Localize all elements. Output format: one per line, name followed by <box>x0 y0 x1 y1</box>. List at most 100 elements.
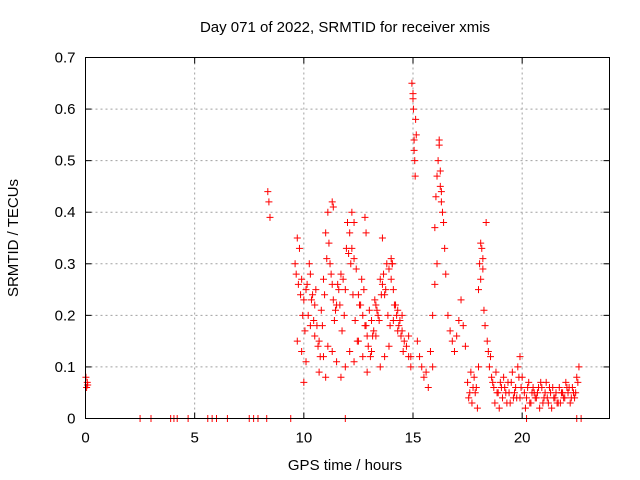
data-point <box>495 404 503 412</box>
data-point <box>389 286 397 294</box>
data-point <box>477 275 485 283</box>
data-point <box>291 260 299 268</box>
data-point <box>359 353 367 361</box>
data-point <box>457 296 465 304</box>
data-point <box>395 322 403 330</box>
data-point <box>319 275 327 283</box>
y-tick-label: 0.5 <box>55 153 76 170</box>
data-point <box>468 399 476 407</box>
data-point <box>330 317 338 325</box>
data-point <box>471 389 479 397</box>
data-point <box>554 399 562 407</box>
data-point <box>331 306 339 314</box>
data-point <box>524 384 532 392</box>
data-point <box>541 389 549 397</box>
data-point <box>363 368 371 376</box>
data-point <box>412 131 420 139</box>
data-point <box>566 399 574 407</box>
data-point <box>461 342 469 350</box>
data-point <box>337 270 345 278</box>
data-point <box>350 219 358 227</box>
data-point <box>300 296 308 304</box>
data-point <box>358 275 366 283</box>
data-point <box>424 384 432 392</box>
data-point <box>345 249 353 257</box>
data-point <box>441 244 449 252</box>
data-point <box>422 368 430 376</box>
data-point <box>499 394 507 402</box>
data-point <box>407 363 415 371</box>
data-point <box>426 347 434 355</box>
data-point <box>354 337 362 345</box>
data-point <box>362 229 370 237</box>
data-point <box>301 327 309 335</box>
data-point <box>315 337 323 345</box>
data-point <box>373 306 381 314</box>
data-point <box>265 198 273 206</box>
data-point <box>410 146 418 154</box>
data-point <box>378 234 386 242</box>
data-point <box>400 337 408 345</box>
data-point <box>523 394 531 402</box>
data-point <box>483 337 491 345</box>
data-point <box>567 394 575 402</box>
data-point <box>504 378 512 386</box>
data-point <box>381 353 389 361</box>
data-point <box>574 378 582 386</box>
data-point <box>476 260 484 268</box>
data-point <box>455 317 463 325</box>
data-point <box>321 291 329 299</box>
data-point <box>485 363 493 371</box>
data-point <box>325 239 333 247</box>
data-point <box>431 280 439 288</box>
data-points <box>82 79 585 422</box>
data-point <box>322 373 330 381</box>
data-point <box>497 384 505 392</box>
data-point <box>396 317 404 325</box>
data-point <box>377 291 385 299</box>
data-point <box>473 404 481 412</box>
data-point <box>431 224 439 232</box>
data-point <box>433 260 441 268</box>
data-point <box>511 389 519 397</box>
x-tick-label: 0 <box>81 430 89 447</box>
data-point <box>324 342 332 350</box>
data-point <box>446 327 454 335</box>
data-point <box>444 311 452 319</box>
data-point <box>300 378 308 386</box>
data-point <box>429 363 437 371</box>
data-point <box>324 208 332 216</box>
data-point <box>484 347 492 355</box>
data-point <box>368 317 376 325</box>
data-point <box>506 399 514 407</box>
data-point <box>297 291 305 299</box>
data-point <box>561 394 569 402</box>
data-point <box>496 378 504 386</box>
data-point <box>528 389 536 397</box>
data-point <box>328 198 336 206</box>
data-point <box>480 306 488 314</box>
data-point <box>469 384 477 392</box>
data-point <box>302 286 310 294</box>
data-point <box>323 255 331 263</box>
data-point <box>502 389 510 397</box>
data-point <box>327 270 335 278</box>
data-point <box>493 389 501 397</box>
data-point <box>386 322 394 330</box>
data-point <box>329 296 337 304</box>
data-point <box>292 270 300 278</box>
y-tick-label: 0 <box>67 411 75 428</box>
data-point <box>413 337 421 345</box>
data-point <box>492 368 500 376</box>
data-point <box>307 296 315 304</box>
x-tick-label: 20 <box>514 430 531 447</box>
data-point <box>317 306 325 314</box>
data-point <box>487 353 495 361</box>
data-point <box>475 286 482 294</box>
data-point <box>409 90 417 98</box>
data-point <box>266 213 274 221</box>
data-point <box>573 373 581 381</box>
data-point <box>305 260 313 268</box>
data-point <box>375 317 383 325</box>
y-axis-label: SRMTID / TECUs <box>5 179 22 297</box>
